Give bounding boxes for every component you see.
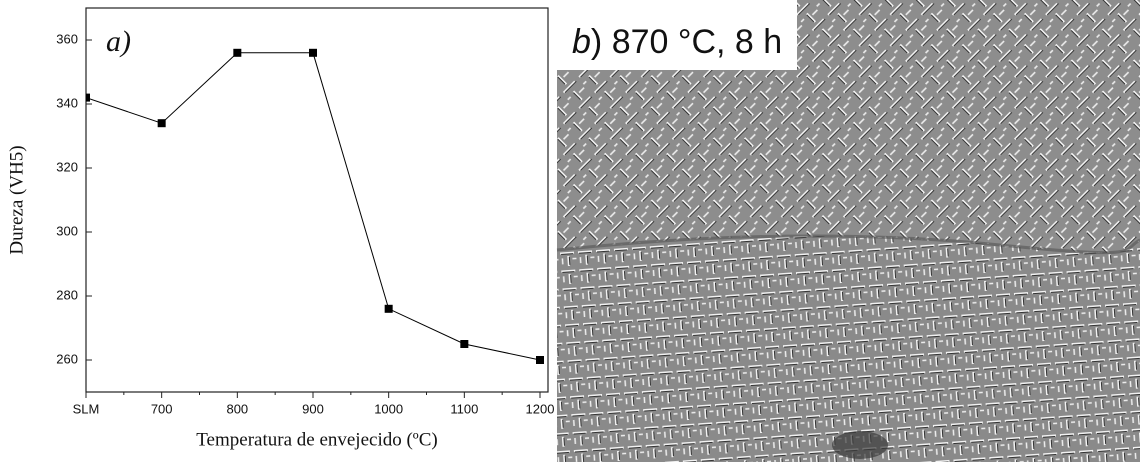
line bbox=[86, 53, 540, 360]
x-tick-label: SLM bbox=[73, 401, 100, 416]
marker bbox=[460, 340, 468, 348]
marker bbox=[385, 305, 393, 313]
x-tick-label: 1000 bbox=[374, 401, 403, 416]
y-axis-title: Dureza (VH5) bbox=[6, 145, 27, 254]
x-tick-label: 1200 bbox=[526, 401, 555, 416]
y-tick-label: 320 bbox=[56, 159, 78, 174]
figure: b) 870 °C, 8 h a) Temperatura de envejec… bbox=[0, 0, 1140, 462]
plot bbox=[82, 49, 544, 364]
marker bbox=[82, 94, 90, 102]
marker bbox=[233, 49, 241, 57]
x-tick-label: 800 bbox=[226, 401, 248, 416]
annotation: a) bbox=[106, 25, 131, 58]
x-tick-label: 900 bbox=[302, 401, 324, 416]
marker bbox=[309, 49, 317, 57]
y-tick-label: 300 bbox=[56, 223, 78, 238]
x-tick-label: 1100 bbox=[450, 401, 478, 416]
y-tick-label: 260 bbox=[56, 351, 78, 366]
y-tick-label: 360 bbox=[56, 31, 78, 46]
panel-label: b) 870 °C, 8 h bbox=[572, 23, 782, 61]
micrograph: b) 870 °C, 8 h bbox=[557, 0, 1140, 462]
panel-letter: b bbox=[572, 23, 591, 61]
x-axis-title: Temperatura de envejecido (ºC) bbox=[196, 429, 437, 450]
y-tick-label: 280 bbox=[56, 287, 78, 302]
y-tick-label: 340 bbox=[56, 95, 78, 110]
marker bbox=[536, 356, 544, 364]
panel-text: ) 870 °C, 8 h bbox=[591, 23, 782, 61]
x-tick-label: 700 bbox=[151, 401, 173, 416]
marker bbox=[158, 119, 166, 127]
series bbox=[82, 49, 544, 364]
